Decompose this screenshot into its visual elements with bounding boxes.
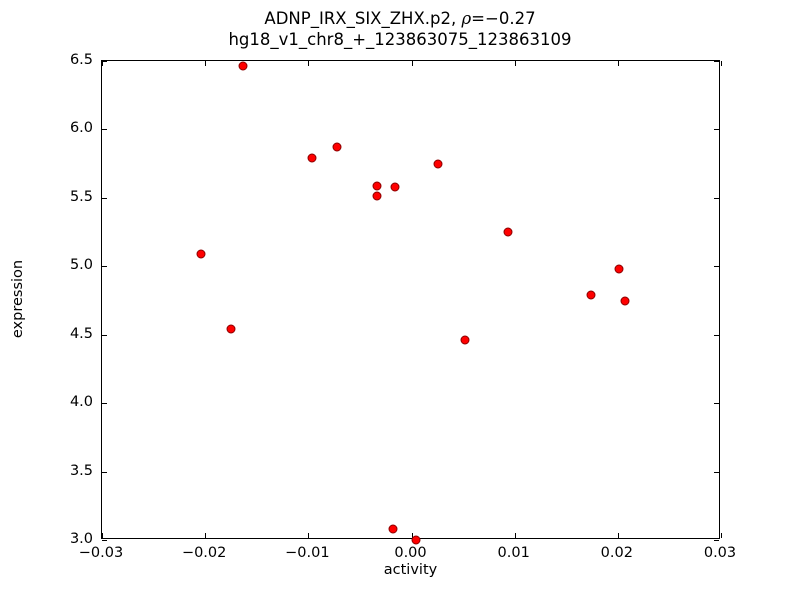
y-axis-tick — [714, 197, 719, 199]
data-point — [390, 182, 400, 192]
x-axis-tick — [411, 61, 413, 66]
chart-title-line-2: hg18_v1_chr8_+_123863075_123863109 — [228, 30, 572, 49]
x-axis-tick-label: −0.03 — [78, 545, 124, 561]
data-point — [460, 335, 470, 345]
data-point — [332, 142, 342, 152]
data-point — [411, 535, 421, 545]
y-axis-tick — [102, 197, 107, 199]
y-axis-tick — [714, 471, 719, 473]
x-axis-label: activity — [383, 562, 438, 578]
rho-value: =−0.27 — [471, 9, 536, 28]
y-axis-tick — [102, 403, 107, 405]
data-point — [238, 61, 248, 71]
x-axis-tick-label: 0.01 — [497, 545, 530, 561]
data-point — [614, 264, 624, 274]
data-point — [586, 290, 596, 300]
x-axis-tick — [514, 61, 516, 66]
data-point — [503, 227, 513, 237]
y-axis-tick — [714, 61, 719, 62]
x-axis-tick — [308, 533, 310, 538]
x-axis-tick — [102, 61, 103, 66]
y-axis-tick-label: 4.5 — [69, 325, 93, 342]
y-axis-tick — [714, 129, 719, 131]
x-axis-tick — [514, 533, 516, 538]
data-point — [388, 524, 398, 534]
x-axis-tick-label: 0.02 — [600, 545, 633, 561]
rho-symbol: ρ — [461, 9, 472, 28]
y-axis-tick — [102, 266, 107, 268]
data-point — [372, 181, 382, 191]
x-axis-tick-label: −0.01 — [285, 545, 330, 561]
y-axis-tick-label: 5.0 — [69, 257, 93, 274]
y-axis-tick — [714, 266, 719, 268]
x-axis-tick-label: 0.03 — [703, 545, 737, 561]
x-axis-tick — [205, 61, 207, 66]
x-axis-tick-label: 0.00 — [394, 545, 427, 561]
y-axis-tick-label: 4.0 — [69, 394, 93, 411]
data-point — [196, 249, 206, 259]
x-axis-tick — [308, 61, 310, 66]
plot-area — [101, 60, 722, 545]
x-axis-tick-label: −0.02 — [181, 545, 227, 561]
y-axis-tick — [102, 61, 107, 62]
y-axis-tick — [102, 129, 107, 131]
y-axis-tick — [102, 334, 107, 336]
y-axis-tick — [714, 540, 719, 541]
y-axis-tick-label: 6.5 — [69, 52, 93, 68]
y-axis-tick-label: 3.5 — [69, 462, 93, 479]
x-axis-tick — [721, 61, 722, 66]
data-point — [307, 153, 317, 163]
y-axis-label: expression — [10, 259, 26, 339]
chart-title-block: ADNP_IRX_SIX_ZHX.p2, ρ=−0.27 hg18_v1_chr… — [0, 8, 800, 50]
data-point — [620, 296, 630, 305]
x-axis-tick — [617, 533, 619, 538]
y-axis-tick-label: 5.5 — [69, 188, 93, 205]
data-point — [226, 324, 236, 334]
x-axis-tick — [205, 533, 207, 538]
data-point — [433, 159, 443, 169]
x-axis-tick — [721, 533, 722, 538]
x-axis-tick — [617, 61, 619, 66]
y-axis-tick — [102, 471, 107, 473]
x-axis-tick — [102, 533, 103, 538]
chart-title-prefix: ADNP_IRX_SIX_ZHX.p2, — [264, 9, 462, 28]
data-point — [372, 191, 382, 201]
y-axis-tick — [102, 540, 107, 541]
y-axis-tick-label: 3.0 — [69, 531, 93, 547]
chart-title-line-1: ADNP_IRX_SIX_ZHX.p2, ρ=−0.27 — [0, 8, 800, 29]
y-axis-tick — [714, 403, 719, 405]
y-axis-tick — [714, 334, 719, 336]
y-axis-tick-label: 6.0 — [69, 120, 93, 137]
